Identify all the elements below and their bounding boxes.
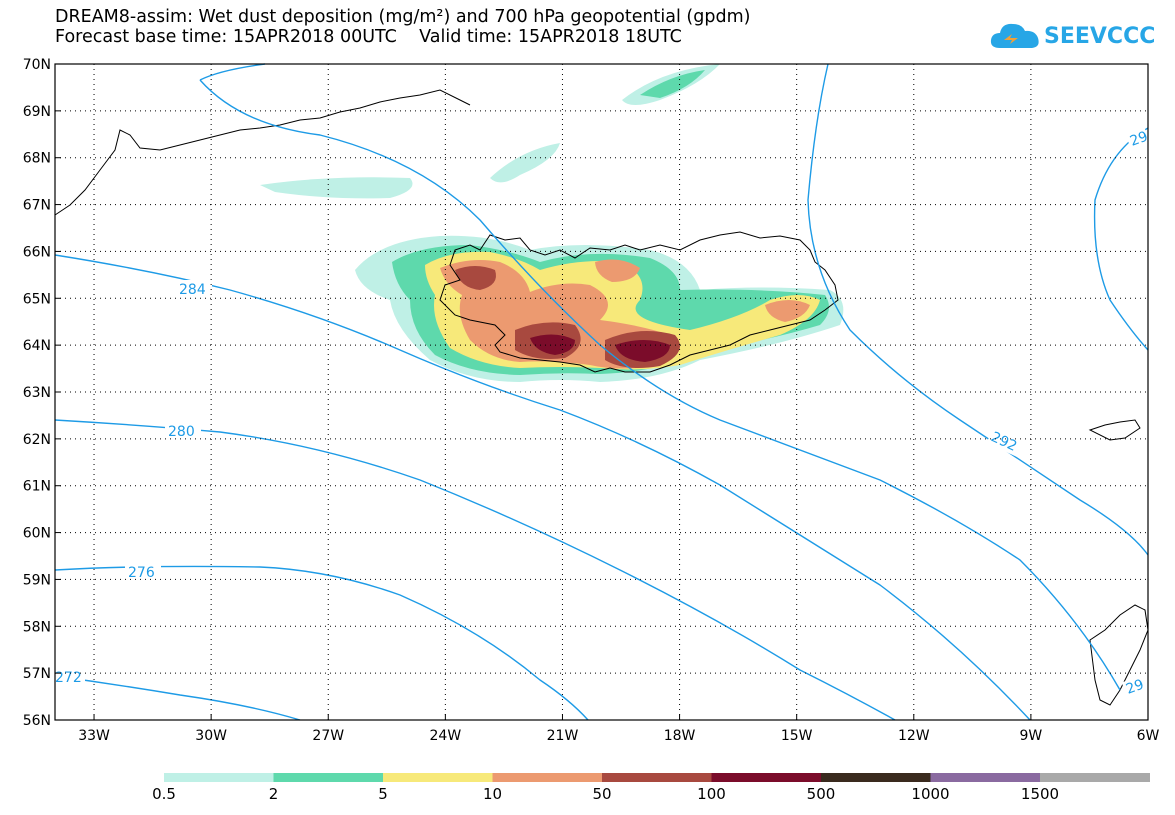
colorbar-swatch [164,773,274,782]
lon-label: 18W [664,728,696,744]
contour-label-280: 280 [168,424,195,440]
colorbar-level-label: 1000 [911,785,950,803]
contour-line-300 [1093,127,1149,351]
lat-label: 65N [23,291,51,307]
seevccc-logo: SEEVCCC [988,18,1155,58]
lat-label: 68N [23,151,51,167]
dust-deposition-shading [260,64,844,382]
colorbar-level-label: 500 [806,785,836,803]
colorbar-swatch [711,773,822,782]
lon-label: 33W [78,728,110,744]
lat-label: 67N [23,198,51,214]
contour-label-272: 272 [55,670,82,686]
lat-label: 56N [23,713,51,729]
axis-ticks [55,63,1149,721]
faroe-coastline [1088,419,1141,441]
contour-label-29-top: 29 [1128,129,1150,150]
lon-label: 21W [547,728,579,744]
lat-label: 61N [23,479,51,495]
contour-label-276: 276 [128,565,155,581]
contour-line-280 [54,419,896,721]
colorbar [164,773,1150,782]
longitude-labels: 33W 30W 27W 24W 21W 18W 15W 12W 9W 6W [78,728,1159,744]
lon-label: 9W [1020,728,1043,744]
map-frame [54,63,1149,721]
lat-label: 60N [23,526,51,542]
colorbar-level-label: 100 [697,785,726,803]
contour-line-292 [199,79,1121,691]
lon-label: 27W [312,728,344,744]
colorbar-level-label: 50 [592,785,612,803]
contour-line-296 [807,63,1149,556]
contour-labels: 272 276 280 284 292 29 29 [53,127,1151,699]
lon-label: 30W [195,728,227,744]
contour-line-272 [54,675,301,721]
lon-label: 24W [430,728,462,744]
colorbar-swatch [383,773,493,782]
lat-label: 57N [23,666,51,682]
lat-label: 62N [23,432,51,448]
colorbar-swatch [821,773,931,782]
lat-label: 64N [23,338,51,354]
cloud-icon [990,23,1039,48]
coastlines [54,89,1149,706]
contour-label-29-bottom: 29 [1124,677,1146,698]
colorbar-level-label: 5 [378,785,388,803]
colorbar-swatch [1040,773,1150,782]
colorbar-level-label: 0.5 [152,785,176,803]
lat-label: 69N [23,104,51,120]
lon-label: 6W [1137,728,1160,744]
greenland-coastline [54,89,471,216]
contour-line-276 [54,565,589,721]
lat-label: 59N [23,572,51,588]
contour-label-284: 284 [179,282,206,298]
contour-line-288 [199,63,266,81]
grid-lines [55,64,1148,720]
colorbar-swatch [492,773,603,782]
colorbar-level-label: 1500 [1020,785,1060,803]
colorbar-swatch [930,773,1041,782]
colorbar-swatch [602,773,712,782]
colorbar-level-label: 10 [482,785,503,803]
geopotential-contours [54,63,1149,721]
colorbar-level-label: 2 [268,785,279,803]
colorbar-swatch [273,773,384,782]
logo-text: SEEVCCC [1044,24,1156,49]
map-title-line2: Forecast base time: 15APR2018 00UTC Vali… [55,27,682,47]
scotland-coastline [1089,604,1149,706]
lat-label: 58N [23,619,51,635]
contour-line-284 [54,254,1031,721]
map-title-line1: DREAM8-assim: Wet dust deposition (mg/m²… [55,7,751,27]
lat-label: 63N [23,385,51,401]
lon-label: 15W [781,728,813,744]
lon-label: 12W [898,728,930,744]
lat-label: 66N [23,244,51,260]
lat-label: 70N [23,57,51,73]
latitude-labels: 70N 69N 68N 67N 66N 65N 64N 63N 62N 61N 60N 59N 58N 5… [23,57,51,729]
